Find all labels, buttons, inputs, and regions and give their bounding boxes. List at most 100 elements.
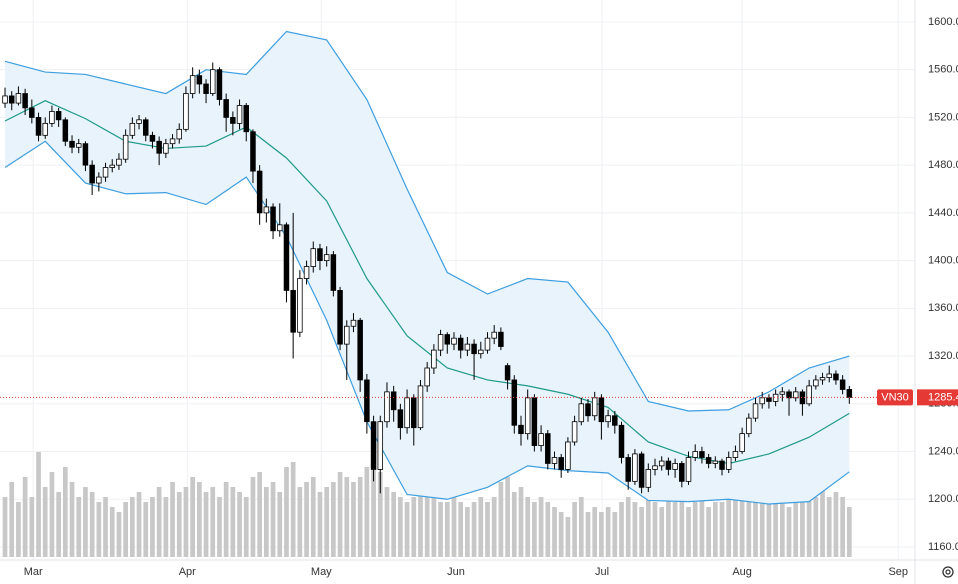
volume-bar <box>129 497 135 557</box>
candle-body <box>705 457 712 464</box>
candle-body <box>417 385 424 429</box>
candle-body <box>444 334 451 345</box>
candle-body <box>605 415 611 423</box>
candle-body <box>62 119 69 142</box>
price-label: 1285.4 <box>928 391 958 403</box>
volume-bar <box>438 502 443 557</box>
volume-bar <box>444 502 450 557</box>
volume-bar <box>170 482 175 557</box>
settings-icon[interactable] <box>942 566 954 578</box>
candle-body <box>270 206 276 232</box>
candle-body <box>451 337 457 345</box>
candle-body <box>96 176 102 184</box>
candle-body <box>719 460 725 470</box>
candle-body <box>538 433 544 446</box>
candle-body <box>524 397 531 435</box>
candle-body <box>223 99 229 118</box>
volume-bar <box>411 497 417 557</box>
volume-bar <box>277 492 283 557</box>
candle-body <box>692 451 698 458</box>
volume-bar <box>625 497 631 557</box>
candle-body <box>370 421 377 470</box>
candle-body <box>109 164 115 168</box>
volume-bar <box>545 502 551 557</box>
volume-bar <box>123 502 128 557</box>
candle-body <box>658 460 665 467</box>
volume-bar <box>786 507 792 557</box>
volume-bar <box>451 497 457 557</box>
volume-bar <box>746 487 752 557</box>
y-tick-label: 1520.00 <box>928 111 958 123</box>
candle-body <box>149 134 156 142</box>
candle-body <box>833 373 839 381</box>
candle-body <box>732 451 739 458</box>
volume-bar <box>672 502 678 557</box>
volume-bar <box>56 492 61 557</box>
candle-body <box>15 93 22 104</box>
candle-body <box>464 343 471 351</box>
candle-body <box>330 254 337 291</box>
volume-bar <box>565 517 571 557</box>
candle-body <box>498 331 504 347</box>
candle-body <box>457 337 464 351</box>
candle-body <box>404 397 410 429</box>
candle-body <box>766 397 772 402</box>
symbol-badge <box>877 389 913 406</box>
volume-bar <box>304 482 309 557</box>
candle-body <box>578 403 585 423</box>
volume-bar <box>431 497 437 557</box>
volume-bar <box>418 492 423 557</box>
candle-body <box>55 111 62 121</box>
volume-bar <box>826 497 832 557</box>
volume-bar <box>612 512 618 557</box>
candle-body <box>297 278 303 333</box>
candle-body <box>2 95 8 104</box>
volume-bar <box>585 512 591 557</box>
candle-body <box>203 83 209 94</box>
volume-bar <box>605 507 611 557</box>
candle-body <box>89 164 95 184</box>
band-lower <box>4 140 850 505</box>
candle-body <box>256 170 263 214</box>
volume-bar <box>223 482 229 557</box>
candle-body <box>545 433 551 464</box>
volume-bar <box>699 497 705 557</box>
symbol-label: VN30 <box>881 391 909 403</box>
volume-bar <box>297 487 303 557</box>
candle-body <box>531 397 538 446</box>
volume-bar <box>478 497 484 557</box>
candle-body <box>42 122 48 136</box>
candle-body <box>116 158 122 166</box>
volume-bar <box>96 502 102 557</box>
volume-bar <box>270 482 276 557</box>
candle-body <box>652 465 658 470</box>
volume-bar <box>813 497 819 557</box>
price-badge <box>917 389 958 406</box>
candle-body <box>645 469 652 488</box>
volume-bar <box>49 472 55 557</box>
candle-body <box>712 460 719 464</box>
band-upper <box>4 30 850 412</box>
volume-bar <box>692 502 698 557</box>
volume-bar <box>136 492 142 557</box>
candle-body <box>22 93 28 109</box>
candle-body <box>364 379 370 423</box>
volume-bar <box>163 497 169 557</box>
candle-body <box>571 421 578 443</box>
y-tick-label: 1440.00 <box>928 207 958 219</box>
volume-bar <box>317 492 323 557</box>
candle-body <box>672 463 678 470</box>
volume-bar <box>471 502 477 557</box>
candle-body <box>491 331 497 339</box>
volume-bar <box>800 497 805 557</box>
candle-body <box>189 75 196 94</box>
volume-bar <box>820 487 825 557</box>
candle-body <box>35 117 42 136</box>
volume-bar <box>779 502 785 557</box>
volume-bar <box>183 487 189 557</box>
volume-bar <box>465 507 470 557</box>
volume-bar <box>103 497 108 557</box>
candle-body <box>263 206 270 214</box>
y-tick-label: 1200.00 <box>928 493 958 505</box>
band-fill <box>5 31 850 505</box>
